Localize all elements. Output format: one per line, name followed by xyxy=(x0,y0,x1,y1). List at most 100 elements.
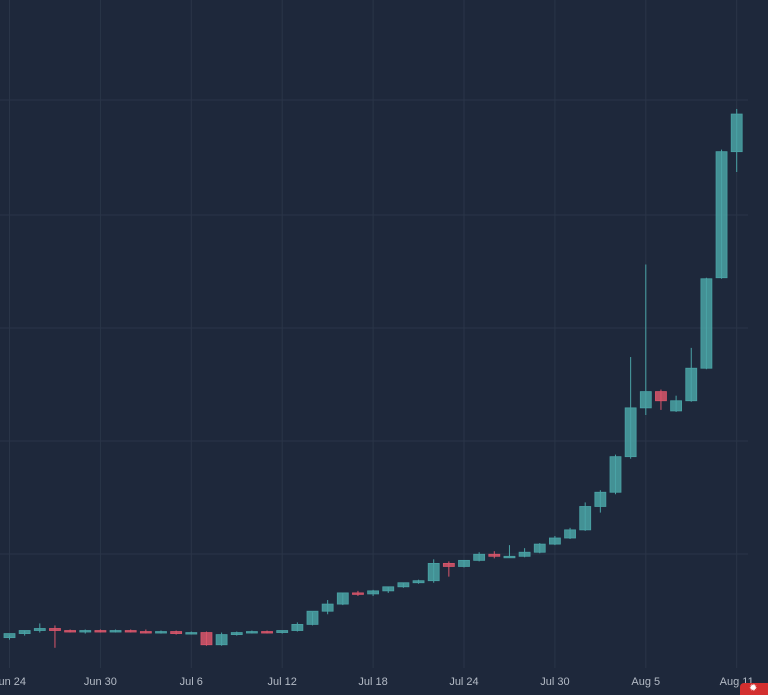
candle-body xyxy=(306,610,319,625)
candle-up[interactable] xyxy=(3,633,16,640)
candle-down[interactable] xyxy=(200,631,213,646)
candle-up[interactable] xyxy=(533,543,546,554)
candle-body xyxy=(427,563,440,582)
corner-badge[interactable]: ✹ xyxy=(740,683,768,695)
candle-down[interactable] xyxy=(139,629,152,634)
candle-up[interactable] xyxy=(518,548,531,558)
gear-icon: ✹ xyxy=(749,683,758,694)
candle-up[interactable] xyxy=(579,502,592,531)
candle-body xyxy=(609,456,622,493)
candle-up[interactable] xyxy=(18,630,31,636)
x-tick-label: Jun 30 xyxy=(84,676,117,688)
candle-body xyxy=(397,582,410,588)
grid xyxy=(0,0,748,668)
candle-up[interactable] xyxy=(594,490,607,513)
candle-body xyxy=(276,630,289,633)
candle-body xyxy=(367,590,380,595)
candle-body xyxy=(352,592,364,595)
candle-down[interactable] xyxy=(170,630,183,635)
candle-body xyxy=(336,592,349,605)
candle-body xyxy=(109,630,122,633)
candle-down[interactable] xyxy=(49,625,61,648)
candle-body xyxy=(33,628,46,631)
candle-up[interactable] xyxy=(685,347,698,402)
candle-up[interactable] xyxy=(245,630,258,634)
candle-body xyxy=(49,628,61,631)
candle-up[interactable] xyxy=(609,454,622,495)
candle-up[interactable] xyxy=(473,552,486,562)
candle-body xyxy=(655,391,667,402)
candle-body xyxy=(139,631,152,634)
candle-down[interactable] xyxy=(64,629,76,633)
candle-up[interactable] xyxy=(306,610,319,626)
x-tick-label: Jul 12 xyxy=(268,676,297,688)
candle-up[interactable] xyxy=(730,108,743,172)
x-tick-label: Aug 5 xyxy=(631,676,660,688)
candle-body xyxy=(488,553,501,557)
candle-body xyxy=(245,631,258,634)
candle-body xyxy=(549,537,561,545)
candle-down[interactable] xyxy=(655,389,667,410)
candle-body xyxy=(473,553,486,561)
candle-up[interactable] xyxy=(564,527,576,540)
x-tick-label: Jul 30 xyxy=(540,676,569,688)
candle-body xyxy=(155,631,167,634)
candle-up[interactable] xyxy=(624,357,637,459)
candle-up[interactable] xyxy=(382,586,395,593)
candle-body xyxy=(185,632,198,635)
candle-up[interactable] xyxy=(458,559,470,568)
candle-body xyxy=(518,551,531,557)
candle-up[interactable] xyxy=(397,582,410,588)
candle-up[interactable] xyxy=(367,589,380,596)
candle-up[interactable] xyxy=(276,630,289,634)
candle-down[interactable] xyxy=(442,561,455,577)
candle-up[interactable] xyxy=(639,264,652,415)
candle-body xyxy=(624,407,637,458)
candle-body xyxy=(639,391,652,409)
candle-up[interactable] xyxy=(109,629,122,633)
candle-body xyxy=(442,563,455,567)
x-tick-label: Jun 24 xyxy=(0,676,26,688)
candle-up[interactable] xyxy=(215,632,228,646)
candle-down[interactable] xyxy=(261,630,273,634)
candle-down[interactable] xyxy=(94,629,107,633)
candle-up[interactable] xyxy=(336,592,349,606)
candles xyxy=(3,108,743,648)
candle-body xyxy=(321,603,334,612)
candle-body xyxy=(685,367,698,402)
candle-up[interactable] xyxy=(155,630,167,634)
candle-up[interactable] xyxy=(427,559,440,583)
candle-body xyxy=(700,278,713,369)
candle-body xyxy=(230,632,243,635)
candle-up[interactable] xyxy=(321,600,334,615)
x-tick-label: Jul 24 xyxy=(449,676,478,688)
candle-up[interactable] xyxy=(412,579,425,584)
candle-up[interactable] xyxy=(715,149,728,279)
candle-body xyxy=(594,491,607,507)
candle-down[interactable] xyxy=(352,590,364,596)
candle-body xyxy=(670,400,682,412)
candle-body xyxy=(170,631,183,634)
candle-up[interactable] xyxy=(503,545,516,559)
candle-body xyxy=(458,559,470,567)
candle-body xyxy=(715,151,728,279)
candle-down[interactable] xyxy=(488,551,501,559)
candle-up[interactable] xyxy=(185,631,198,635)
candle-up[interactable] xyxy=(33,623,46,633)
candle-body xyxy=(579,506,592,531)
candle-up[interactable] xyxy=(230,631,243,636)
candle-body xyxy=(412,580,425,584)
candle-up[interactable] xyxy=(670,395,682,412)
candle-body xyxy=(64,630,76,633)
candle-up[interactable] xyxy=(79,629,92,634)
candle-down[interactable] xyxy=(124,629,137,633)
candle-up[interactable] xyxy=(291,622,304,632)
candle-body xyxy=(382,586,395,592)
candle-body xyxy=(215,634,228,646)
candle-body xyxy=(18,630,31,634)
candle-body xyxy=(94,630,107,633)
candle-body xyxy=(291,624,304,631)
candle-up[interactable] xyxy=(700,277,713,370)
candle-up[interactable] xyxy=(549,535,561,546)
